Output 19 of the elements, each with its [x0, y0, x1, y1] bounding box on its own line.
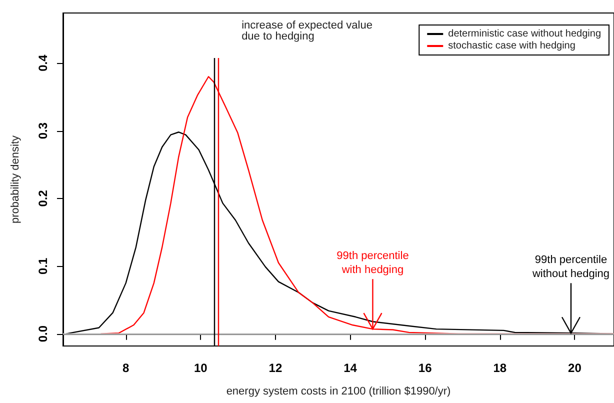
y-tick-label: 0.0 — [36, 325, 50, 342]
x-tick-label: 18 — [493, 361, 507, 375]
annotation: 99th percentile with hedging — [336, 250, 409, 276]
annotation: increase of expected value due to hedging — [242, 20, 372, 42]
x-axis-title: energy system costs in 2100 (trillion $1990/yr) — [226, 386, 451, 398]
x-tick-label: 12 — [268, 361, 282, 375]
x-tick-label: 14 — [344, 361, 358, 375]
annotation: 99th percentile without hedging — [531, 254, 610, 280]
x-tick-label: 20 — [568, 361, 582, 375]
x-tick-label: 16 — [418, 361, 432, 375]
x-tick-label: 10 — [194, 361, 208, 375]
y-tick-label: 0.4 — [36, 54, 50, 72]
y-tick-label: 0.3 — [36, 122, 50, 140]
y-axis-title: probability density — [10, 134, 22, 224]
y-tick-label: 0.1 — [36, 257, 50, 274]
y-tick-label: 0.2 — [36, 190, 50, 207]
legend-label: stochastic case with hedging — [448, 40, 576, 52]
x-tick-label: 8 — [122, 361, 130, 375]
legend-label: deterministic case without hedging — [448, 28, 602, 40]
